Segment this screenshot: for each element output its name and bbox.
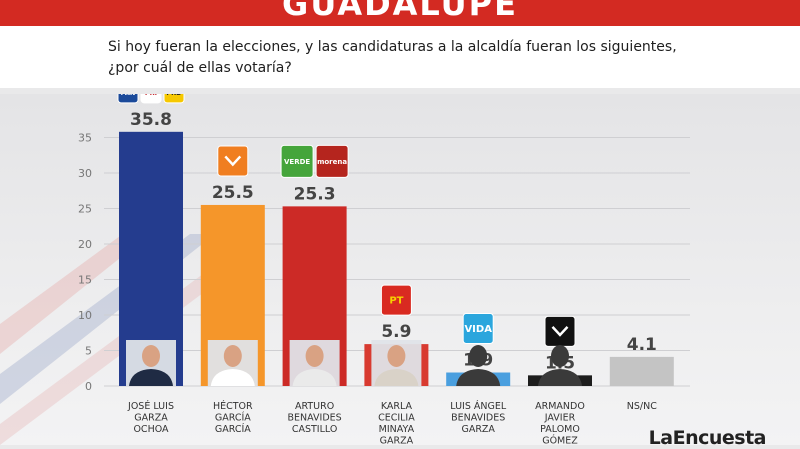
brand-logo: LaEncuesta	[648, 427, 767, 449]
svg-text:morena: morena	[317, 158, 347, 166]
pt-logo: PT	[380, 284, 412, 316]
x-tick-label: JOSÉ LUIS	[127, 400, 174, 412]
y-tick-label: 15	[78, 274, 92, 287]
x-tick-label: JAVIER	[544, 413, 576, 424]
data-label: 35.8	[130, 110, 172, 130]
svg-text:VIDA: VIDA	[464, 324, 492, 335]
y-tick-label: 0	[85, 380, 92, 393]
question-line-2: ¿por cuál de ellas votaría?	[108, 60, 292, 76]
question-line-1: Si hoy fueran la elecciones, y las candi…	[108, 39, 677, 55]
question-panel: Si hoy fueran la elecciones, y las candi…	[0, 26, 800, 88]
x-tick-label: LUIS ÁNGEL	[450, 400, 507, 412]
data-label: 25.5	[212, 183, 254, 203]
candidate-photo	[207, 340, 258, 386]
x-tick-label: CASTILLO	[292, 424, 338, 435]
svg-text:PT: PT	[389, 296, 403, 307]
page-title: GUADALUPE	[282, 0, 518, 23]
x-tick-label: GARCÍA	[215, 412, 251, 424]
svg-text:PRD: PRD	[166, 94, 182, 97]
x-tick-label: BENAVIDES	[288, 413, 342, 424]
x-tick-label: GÓMEZ	[542, 435, 578, 446]
verde-logo: VERDE	[280, 144, 314, 178]
x-tick-label: MINAYA	[379, 424, 415, 435]
vida-logo: VIDA	[462, 313, 494, 345]
svg-text:VERDE: VERDE	[284, 158, 310, 166]
svg-text:PAN: PAN	[121, 94, 136, 97]
y-tick-label: 25	[78, 203, 92, 216]
x-tick-label: KARLA	[381, 401, 413, 412]
bar	[609, 356, 674, 386]
x-tick-label: GARZA	[134, 413, 168, 424]
candidate-photo	[538, 345, 582, 386]
pan-logo: PAN	[117, 94, 139, 104]
x-tick-label: CECILIA	[378, 413, 415, 424]
prd-logo: PRD	[163, 94, 185, 104]
x-tick-label: ARMANDO	[535, 401, 585, 412]
pri-logo: PRI	[140, 94, 162, 104]
y-tick-label: 5	[85, 345, 92, 358]
candidate-photo	[456, 345, 501, 386]
candidate-photo	[126, 340, 176, 386]
candidate-photo	[289, 340, 340, 386]
x-tick-label: ARTURO	[295, 401, 334, 412]
x-tick-label: PALOMO	[540, 424, 580, 435]
x-tick-label: GARCÍA	[215, 423, 251, 435]
bar-chart: 0 5 10 15 20 25 30 35 PAN PRI PRD VERDE morena PT VID…	[0, 94, 690, 446]
header-band: GUADALUPE	[0, 0, 800, 26]
y-tick-label: 10	[78, 309, 92, 322]
x-tick-label: BENAVIDES	[451, 413, 505, 424]
movimiento-ciudadano-logo	[217, 145, 249, 177]
x-tick-label: HÉCTOR	[213, 400, 253, 412]
chart-area: 0 5 10 15 20 25 30 35 PAN PRI PRD VERDE morena PT VID…	[0, 94, 800, 449]
y-tick-label: 30	[78, 167, 92, 180]
x-tick-label: OCHOA	[133, 424, 169, 435]
x-tick-label: GARZA	[461, 424, 495, 435]
survey-question: Si hoy fueran la elecciones, y las candi…	[108, 37, 698, 79]
data-label: 4.1	[627, 335, 657, 355]
morena-logo: morena	[315, 144, 349, 178]
candidate-photo	[371, 340, 422, 386]
svg-text:PRI: PRI	[145, 94, 157, 97]
y-tick-label: 20	[78, 238, 92, 251]
x-tick-label: NS/NC	[627, 401, 657, 412]
x-tick-label: GARZA	[380, 436, 414, 446]
y-tick-label: 35	[78, 132, 92, 145]
data-label: 25.3	[294, 184, 336, 204]
data-label: 5.9	[381, 322, 411, 342]
